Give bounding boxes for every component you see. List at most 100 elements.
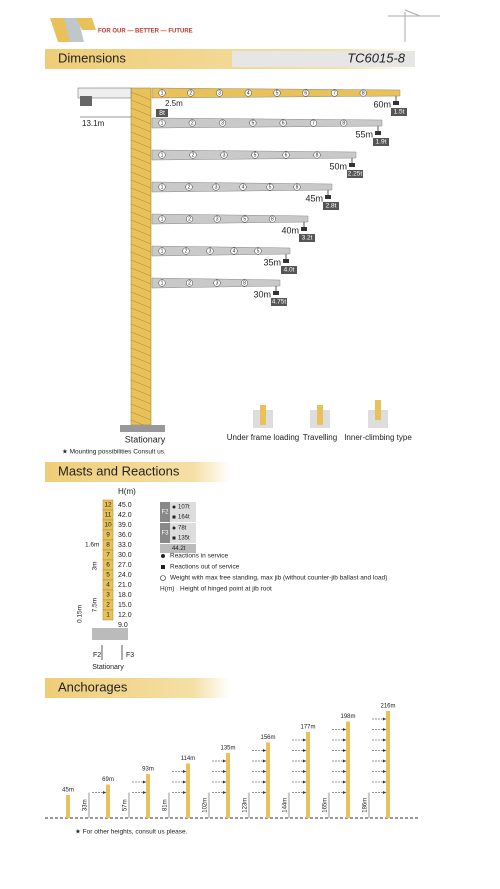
section-marker (313, 151, 321, 159)
section-number: 5 (269, 185, 272, 191)
anchor-head (383, 738, 386, 742)
anchor-head (343, 770, 346, 773)
section-number: 2 (189, 91, 192, 97)
section-number: 8 (362, 91, 365, 97)
height-label: 198m (340, 714, 355, 720)
crane-icon (388, 9, 440, 42)
jib (151, 117, 383, 129)
jib (151, 245, 291, 257)
lattice (130, 187, 152, 197)
section-marker (249, 119, 257, 127)
counter-jib (77, 87, 132, 99)
section-marker (302, 89, 310, 97)
section-marker (219, 119, 227, 127)
load-box (373, 138, 389, 146)
mast-icon (260, 405, 266, 425)
anchor-head (183, 770, 186, 773)
weight: 44.2t (172, 546, 186, 552)
section-number: 2 (106, 602, 110, 609)
section-marker (185, 279, 194, 287)
anchor-head (383, 791, 386, 794)
section-marker (187, 89, 195, 97)
mast-column (386, 711, 390, 818)
lattice (130, 131, 152, 141)
section-number: 5 (251, 121, 254, 127)
section-number: 7 (312, 121, 315, 127)
force-label: F3 (161, 531, 169, 537)
legend-text: Height of hinged point at jib root (180, 586, 272, 593)
section-marker (239, 183, 247, 191)
anchor-head (343, 749, 346, 752)
legend-text: Weight with max free standing, max jib (… (170, 575, 387, 582)
section-number: 5 (276, 91, 279, 97)
weight-cell (160, 544, 196, 553)
section-number: 8 (296, 185, 299, 191)
section-number: 1 (161, 153, 164, 159)
section-number: 4 (247, 91, 250, 97)
anchor-height: 57m (123, 799, 129, 811)
jib-root-load: 8t (159, 110, 165, 117)
legend-text: Reactions in service (170, 553, 229, 560)
anchor-head (263, 791, 266, 794)
base-label: Stationary (92, 664, 124, 671)
section-number: 8 (243, 281, 246, 287)
section-title: Anchorages (58, 679, 128, 694)
jib-length: 50m (329, 161, 347, 171)
height: 39.0 (118, 522, 132, 529)
section-number: 4 (106, 582, 110, 589)
jib-load: 3.2t (302, 235, 313, 242)
anchor-head (263, 770, 266, 773)
mast-column (346, 721, 350, 818)
section-number: 2 (188, 185, 191, 191)
anchor-head (143, 780, 146, 784)
section-number: 6 (106, 562, 110, 569)
lattice (130, 323, 152, 333)
section-bar (45, 678, 230, 698)
value-cell (170, 502, 196, 522)
load-box (347, 170, 363, 178)
lattice (130, 411, 152, 421)
anchor-height: 144m (283, 798, 289, 813)
section-title: Dimensions (58, 50, 126, 65)
section-number: 12 (104, 502, 112, 509)
anchor-head (303, 759, 306, 763)
legend-icon (161, 554, 165, 558)
in-service-icon (172, 505, 176, 509)
lattice (130, 227, 152, 237)
section-marker (251, 151, 259, 159)
anchor-height: 123m (243, 798, 249, 813)
legend-icon (161, 565, 165, 569)
lattice (130, 403, 152, 413)
section-number: 8 (271, 217, 274, 223)
anchor-head (263, 759, 266, 763)
section-marker (340, 119, 348, 127)
dimension: 1.6m (85, 542, 99, 549)
section-number: 3 (216, 217, 219, 223)
lattice (130, 123, 152, 133)
section-number: 8 (316, 153, 319, 159)
lattice (130, 371, 152, 381)
height-label: 135m (220, 746, 235, 752)
anchor-head (303, 770, 306, 773)
hook (349, 163, 355, 167)
section-number: 5 (243, 217, 246, 223)
height: 45.0 (118, 502, 132, 509)
anchor-head (343, 728, 346, 731)
section-number: 6 (285, 153, 288, 159)
model: TC6015-8 (347, 50, 406, 65)
lattice (130, 291, 152, 301)
base-label: Under frame loading (227, 433, 299, 442)
section-marker (279, 119, 287, 127)
hook (273, 291, 279, 295)
section-marker (158, 183, 166, 191)
height: 30.0 (118, 552, 132, 559)
hook (325, 195, 331, 199)
hook (375, 131, 381, 135)
lattice (130, 235, 152, 245)
reaction: 78t (178, 526, 187, 532)
hook (393, 101, 399, 105)
jib-length: 45m (305, 193, 323, 203)
section-number: 2 (192, 153, 195, 159)
jib-load: 2.25t (348, 171, 363, 178)
